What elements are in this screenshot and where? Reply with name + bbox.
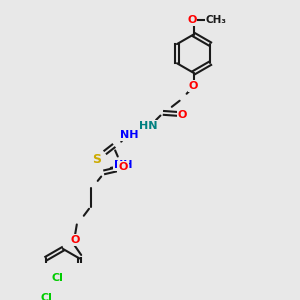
Text: O: O (70, 235, 80, 245)
Text: Cl: Cl (40, 293, 52, 300)
Text: O: O (189, 81, 198, 91)
Text: O: O (187, 15, 196, 25)
Text: S: S (92, 154, 101, 166)
Text: O: O (118, 162, 128, 172)
Text: HN: HN (139, 121, 158, 131)
Text: CH₃: CH₃ (206, 15, 227, 25)
Text: O: O (178, 110, 187, 120)
Text: NH: NH (114, 160, 132, 170)
Text: Cl: Cl (52, 273, 64, 283)
Text: NH: NH (120, 130, 138, 140)
